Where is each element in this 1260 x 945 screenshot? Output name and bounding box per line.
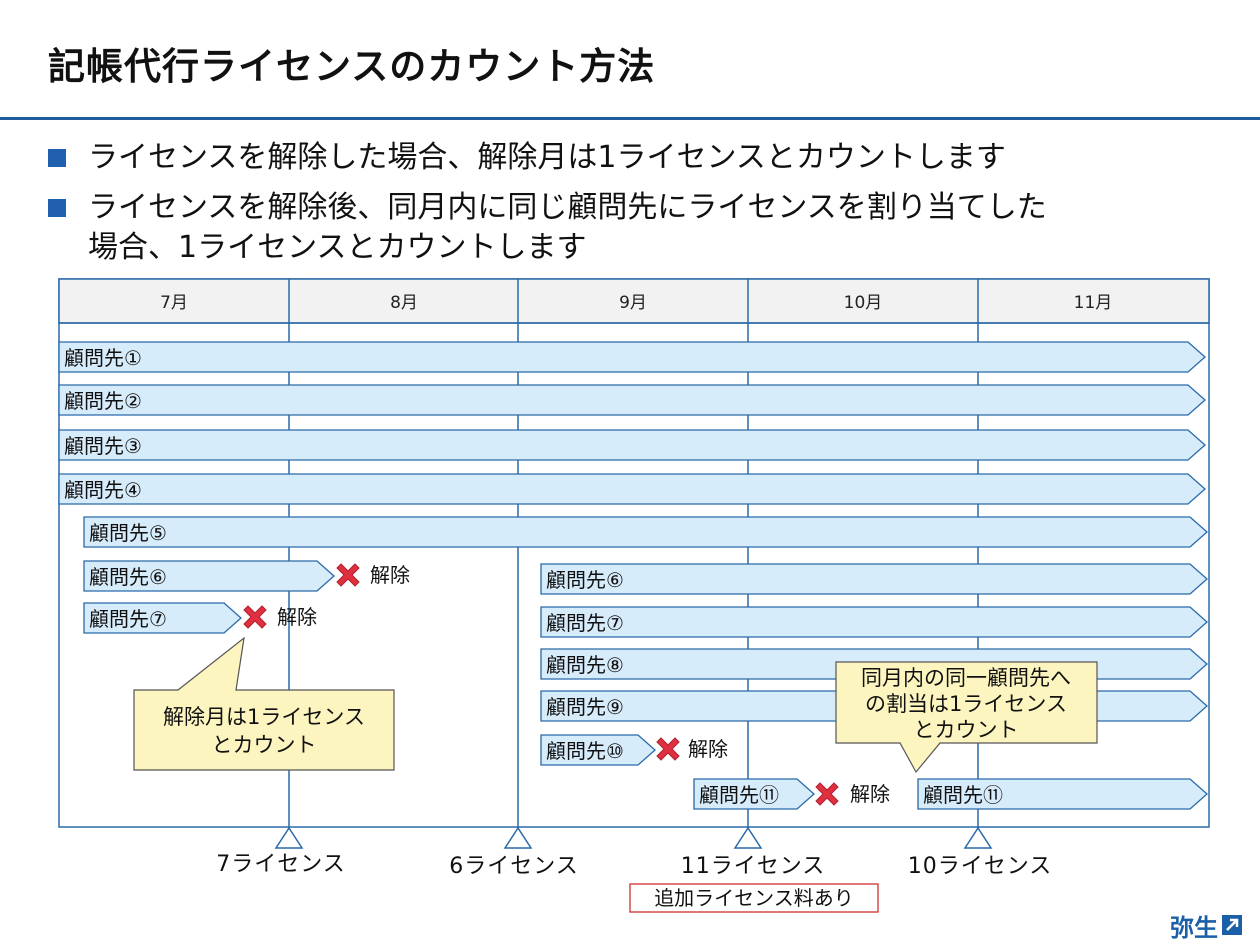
release-label-6: 解除 [370,563,410,587]
client-bar-11-oct: 顧問先⑪ [693,778,815,810]
month-label-sep: 9月 [619,293,647,313]
client-bar-4-label: 顧問先④ [64,478,142,502]
client-bar-11-oct-label: 顧問先⑪ [699,783,779,807]
callout-release-month: 解除月は1ライセンス とカウント [133,636,395,771]
client-bar-3: 顧問先③ [58,429,1206,461]
callout-same-month-reassign: 同月内の同一顧問先へ の割当は1ライセンス とカウント [835,661,1098,774]
bullet-square-icon [48,149,66,167]
count-label-aug: 6ライセンス [449,854,579,879]
client-bar-11-reassigned-label: 顧問先⑪ [923,783,1003,807]
client-bar-2: 顧問先② [58,384,1206,416]
yayoi-logo: 弥生 [1170,910,1242,942]
extra-fee-label: 追加ライセンス料あり [654,886,854,910]
release-mark-icon [336,563,360,587]
client-bar-7-sep-label: 顧問先⑦ [546,611,624,635]
client-bar-11-reassigned: 顧問先⑪ [917,778,1208,810]
client-bar-4: 顧問先④ [58,473,1206,505]
client-bar-3-label: 顧問先③ [64,434,142,458]
client-bar-7-jul-label: 顧問先⑦ [89,607,167,631]
client-bar-6-sep: 顧問先⑥ [540,563,1208,595]
client-bar-9-label: 顧問先⑨ [546,695,624,719]
client-bar-7-sep: 顧問先⑦ [540,606,1208,638]
client-bar-10: 顧問先⑩ [540,734,656,766]
callout-2-line-2: の割当は1ライセンス [865,692,1067,716]
month-label-nov: 11月 [1074,293,1113,313]
client-bar-2-label: 顧問先② [64,389,142,413]
client-bar-1-label: 顧問先① [64,346,142,370]
client-bar-10-label: 顧問先⑩ [546,739,624,763]
callout-1-line-1: 解除月は1ライセンス [163,705,365,729]
count-marker-icon [503,826,533,849]
month-label-oct: 10月 [844,293,883,313]
client-bar-5-label: 顧問先⑤ [89,521,167,545]
logo-arrow-icon [1222,915,1242,935]
callout-2-line-1: 同月内の同一顧問先へ [861,666,1071,690]
count-marker-icon [963,826,993,849]
count-marker-icon [733,826,763,849]
month-header-dividers [288,279,979,323]
bullet-square-icon [48,199,66,217]
count-marker-icon [274,826,304,849]
page-title: 記帳代行ライセンスのカウント方法 [48,45,656,88]
client-bar-5: 顧問先⑤ [83,516,1208,548]
release-mark-icon [243,605,267,629]
callout-2-line-3: とカウント [914,718,1019,742]
bullet-2-text: ライセンスを解除後、同月内に同じ顧問先にライセンスを割り当てした [88,190,1047,225]
count-label-sep: 11ライセンス [681,854,826,879]
bullet-2-continuation: 場合、1ライセンスとカウントします [88,230,587,265]
client-bar-7-jul: 顧問先⑦ [83,602,242,634]
client-bar-6-sep-label: 顧問先⑥ [546,568,624,592]
release-label-7: 解除 [277,605,317,629]
extra-fee-note: 追加ライセンス料あり [629,883,879,913]
month-header [58,278,1210,324]
client-bar-8-label: 顧問先⑧ [546,653,624,677]
count-label-oct: 10ライセンス [908,854,1053,879]
month-label-jul: 7月 [160,293,188,313]
callout-1-line-2: とカウント [212,733,317,757]
month-label-aug: 8月 [390,293,418,313]
release-mark-icon [815,782,839,806]
client-bar-6-jul-label: 顧問先⑥ [89,565,167,589]
client-bar-6-jul: 顧問先⑥ [83,560,335,592]
bullet-1-text: ライセンスを解除した場合、解除月は1ライセンスとカウントします [88,140,1006,175]
count-label-jul: 7ライセンス [216,852,346,877]
title-divider [0,117,1260,120]
release-label-10: 解除 [688,737,728,761]
release-mark-icon [656,737,680,761]
client-bar-1: 顧問先① [58,341,1206,373]
release-label-11: 解除 [850,782,890,806]
logo-text: 弥生 [1170,913,1218,942]
